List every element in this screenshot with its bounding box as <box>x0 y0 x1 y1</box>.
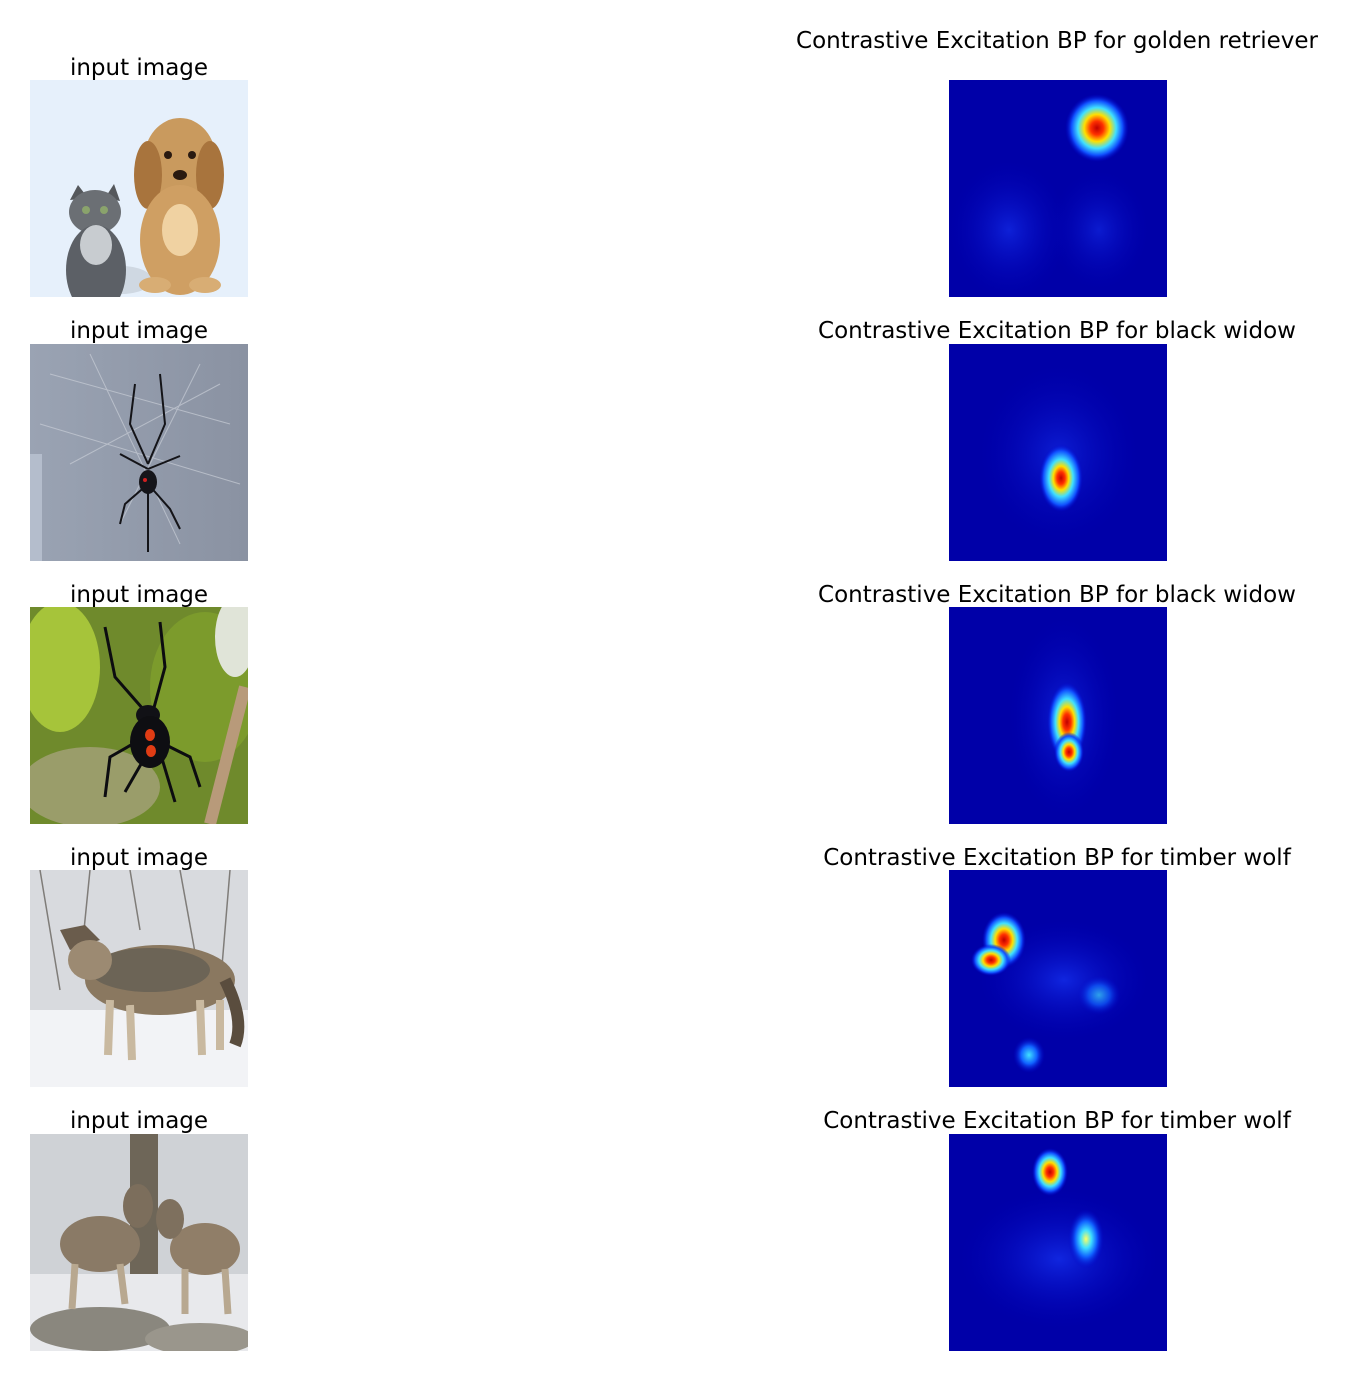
input-image-title-1: input image <box>69 55 209 81</box>
heatmap-1 <box>949 80 1167 297</box>
input-image-3 <box>30 607 248 824</box>
heatmap-2 <box>949 344 1167 561</box>
heatmap-3 <box>949 607 1167 824</box>
heatmap-4 <box>949 870 1167 1087</box>
heatmap-title-1: Contrastive Excitation BP for golden ret… <box>796 28 1318 54</box>
input-image-1 <box>30 80 248 297</box>
input-image-title-3: input image <box>69 582 209 608</box>
input-image-4 <box>30 870 248 1087</box>
input-image-title-2: input image <box>69 318 209 344</box>
heatmap-5 <box>949 1134 1167 1351</box>
heatmap-title-2: Contrastive Excitation BP for black wido… <box>818 318 1296 344</box>
input-image-title-5: input image <box>69 1108 209 1134</box>
heatmap-title-5: Contrastive Excitation BP for timber wol… <box>823 1108 1291 1134</box>
input-image-title-4: input image <box>69 845 209 871</box>
heatmap-title-3: Contrastive Excitation BP for black wido… <box>818 582 1296 608</box>
input-image-2 <box>30 344 248 561</box>
heatmap-title-4: Contrastive Excitation BP for timber wol… <box>823 845 1291 871</box>
input-image-5 <box>30 1134 248 1351</box>
